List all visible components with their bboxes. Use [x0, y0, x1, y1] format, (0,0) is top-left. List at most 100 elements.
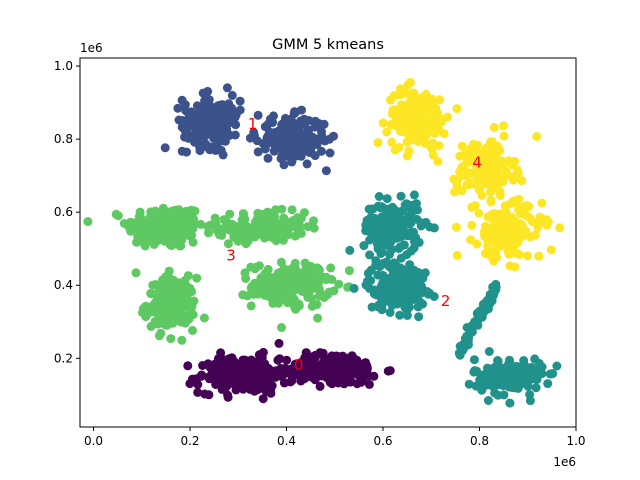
- data-point-cluster-3: [278, 235, 288, 245]
- data-point-cluster-4: [382, 127, 392, 137]
- data-point-cluster-0: [362, 368, 372, 378]
- data-point-cluster-2: [365, 250, 375, 260]
- data-point-cluster-2: [394, 244, 404, 253]
- data-point-cluster-0: [193, 387, 203, 397]
- data-point-cluster-4: [489, 123, 499, 132]
- data-point-cluster-4: [516, 203, 526, 213]
- y-axis-offset-label: 1e6: [80, 41, 103, 55]
- data-point-cluster-3: [199, 313, 209, 323]
- data-point-cluster-2: [379, 218, 389, 228]
- data-point-cluster-3: [188, 325, 197, 335]
- data-point-cluster-3: [131, 268, 141, 278]
- data-point-cluster-3: [183, 271, 193, 281]
- data-point-cluster-0: [222, 382, 232, 391]
- data-point-cluster-1: [222, 124, 232, 134]
- data-point-cluster-4: [434, 141, 444, 151]
- data-point-cluster-3: [241, 222, 251, 232]
- data-point-cluster-3: [203, 222, 213, 231]
- data-point-cluster-3: [147, 222, 157, 232]
- data-point-cluster-2: [366, 265, 376, 275]
- data-point-cluster-4: [474, 208, 484, 218]
- data-point-cluster-3: [187, 287, 197, 297]
- data-point-cluster-2: [383, 285, 392, 295]
- data-point-cluster-0: [293, 370, 303, 380]
- data-point-cluster-0: [362, 361, 372, 371]
- data-point-cluster-4: [534, 251, 544, 261]
- data-point-cluster-0: [303, 354, 313, 364]
- data-point-cluster-1: [200, 131, 210, 141]
- data-point-cluster-1: [253, 110, 263, 120]
- data-point-cluster-2: [376, 249, 386, 258]
- data-point-cluster-3: [183, 217, 193, 227]
- data-point-cluster-3: [290, 231, 300, 241]
- data-point-cluster-3: [188, 237, 198, 247]
- data-point-cluster-2: [530, 354, 540, 364]
- data-point-cluster-2: [379, 259, 389, 269]
- data-point-cluster-3: [252, 227, 262, 237]
- data-point-cluster-4: [452, 250, 462, 260]
- data-point-cluster-3: [260, 233, 270, 243]
- data-point-cluster-4: [394, 142, 404, 152]
- data-point-cluster-0: [254, 362, 264, 372]
- x-tick-label: 0.8: [470, 434, 489, 448]
- data-point-cluster-2: [505, 398, 515, 408]
- data-point-cluster-1: [212, 126, 222, 136]
- data-point-cluster-0: [204, 372, 213, 382]
- data-point-cluster-4: [417, 117, 427, 126]
- data-point-cluster-1: [294, 122, 304, 132]
- data-point-cluster-4: [452, 180, 462, 190]
- data-point-cluster-1: [205, 144, 215, 154]
- data-point-cluster-2: [378, 278, 388, 288]
- data-point-cluster-3: [164, 237, 173, 247]
- cluster-label-4: 4: [472, 153, 482, 171]
- data-point-cluster-4: [507, 221, 517, 231]
- data-point-cluster-4: [394, 107, 404, 116]
- data-point-cluster-4: [427, 119, 437, 129]
- data-point-cluster-2: [374, 226, 384, 236]
- data-point-cluster-4: [435, 95, 445, 105]
- data-point-cluster-1: [263, 153, 273, 163]
- data-point-cluster-4: [493, 147, 503, 157]
- data-point-cluster-1: [274, 126, 284, 136]
- data-point-cluster-4: [386, 119, 396, 129]
- data-point-cluster-4: [466, 235, 476, 245]
- data-point-cluster-3: [192, 273, 202, 283]
- data-point-cluster-1: [222, 83, 232, 93]
- cluster-label-3: 3: [226, 247, 236, 265]
- data-point-cluster-1: [173, 103, 183, 113]
- data-point-cluster-4: [462, 153, 472, 163]
- data-point-cluster-2: [395, 290, 405, 300]
- data-point-cluster-4: [486, 251, 495, 261]
- data-point-cluster-4: [502, 238, 511, 248]
- data-point-cluster-4: [480, 231, 490, 241]
- data-point-cluster-3: [241, 239, 251, 249]
- data-point-cluster-2: [387, 245, 397, 255]
- data-point-cluster-4: [404, 98, 414, 108]
- x-tick-label: 0.0: [84, 434, 103, 448]
- data-point-cluster-0: [196, 371, 206, 381]
- data-point-cluster-3: [307, 301, 317, 311]
- data-point-cluster-2: [399, 276, 409, 286]
- data-point-cluster-4: [490, 209, 500, 218]
- data-point-cluster-2: [349, 283, 359, 293]
- data-point-cluster-3: [148, 307, 158, 317]
- data-point-cluster-0: [385, 366, 395, 376]
- data-point-cluster-4: [514, 250, 524, 259]
- data-point-cluster-3: [188, 310, 198, 320]
- data-point-cluster-1: [227, 90, 237, 100]
- data-point-cluster-2: [409, 190, 419, 200]
- data-point-cluster-0: [303, 363, 313, 373]
- data-point-cluster-1: [249, 131, 259, 141]
- data-point-cluster-3: [169, 291, 179, 301]
- data-point-cluster-4: [490, 232, 500, 242]
- data-point-cluster-3: [181, 206, 191, 216]
- data-point-cluster-3: [163, 320, 172, 330]
- data-point-cluster-0: [211, 380, 221, 389]
- data-point-cluster-0: [243, 383, 253, 392]
- data-point-cluster-0: [328, 373, 338, 383]
- data-point-cluster-0: [258, 394, 268, 404]
- data-point-cluster-0: [285, 377, 295, 387]
- y-tick-label: 0.4: [54, 278, 73, 292]
- data-point-cluster-3: [172, 236, 182, 246]
- data-point-cluster-2: [416, 221, 426, 231]
